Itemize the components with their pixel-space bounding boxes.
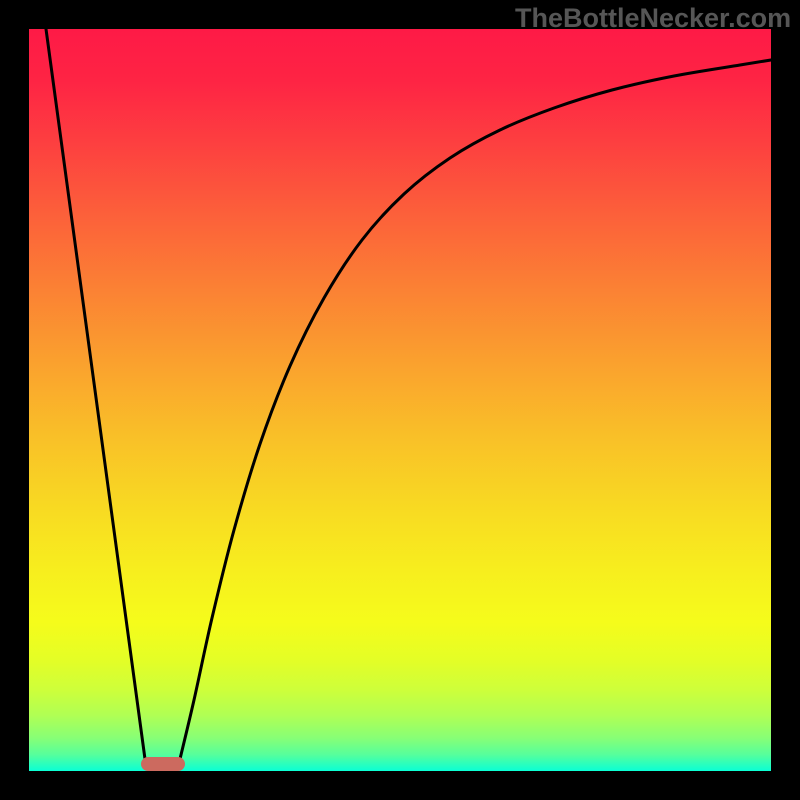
- minimum-marker: [141, 757, 185, 771]
- chart-frame: TheBottleNecker.com: [0, 0, 800, 800]
- watermark-text: TheBottleNecker.com: [515, 3, 791, 34]
- gradient-plot-area: [29, 29, 771, 771]
